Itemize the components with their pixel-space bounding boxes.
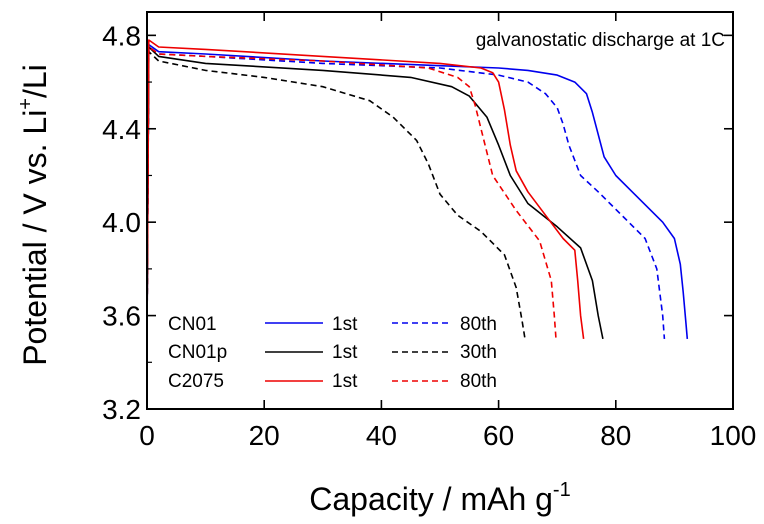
x-tick-label: 100	[710, 420, 757, 451]
legend-sample-cn01p: CN01p	[168, 342, 227, 363]
series-line-1	[146, 46, 666, 339]
chart-annotation: galvanostatic discharge at 1C	[476, 30, 725, 51]
series-line-0	[146, 43, 689, 339]
series-line-2	[146, 46, 604, 340]
legend-sample-cn01: CN01	[168, 314, 217, 335]
legend-label-cn01p-30th: 30th	[460, 342, 497, 363]
x-tick-label: 40	[366, 420, 397, 451]
y-axis-label: Potential / V vs. Li+/Li	[15, 64, 53, 366]
legend-sample-c2075: C2075	[168, 371, 224, 392]
legend-label-c2075-80th: 80th	[460, 371, 497, 392]
y-axis-label-post: /Li	[17, 64, 53, 98]
series-line-5	[146, 46, 557, 339]
series-line-3	[146, 50, 526, 340]
axis-ticks: 0 20 40 60 80 100 3.2 3.6 4.0 4.4 4.8	[102, 12, 756, 451]
y-tick-label: 4.8	[102, 20, 141, 51]
x-tick-label: 60	[483, 420, 514, 451]
legend-label-cn01-80th: 80th	[460, 314, 497, 335]
y-tick-label: 3.2	[102, 394, 141, 425]
plot-lines	[146, 39, 689, 340]
legend-label-c2075-1st: 1st	[332, 371, 358, 392]
x-axis-label-sup: -1	[553, 479, 571, 501]
plot-frame	[146, 11, 734, 410]
x-tick-label: 0	[139, 420, 155, 451]
x-tick-label: 80	[600, 420, 631, 451]
y-tick-label: 4.0	[102, 207, 141, 238]
y-axis-label-pre: Potential / V vs. Li	[17, 110, 53, 366]
series-line-4	[146, 39, 585, 340]
legend: CN01 1st 80th CN01p 1st 30th C2075 1st 8…	[168, 314, 497, 392]
x-tick-label: 20	[249, 420, 280, 451]
y-tick-label: 3.6	[102, 301, 141, 332]
y-axis-label-sup: +	[15, 98, 37, 110]
y-tick-label: 4.4	[102, 114, 141, 145]
legend-label-cn01p-1st: 1st	[332, 342, 358, 363]
x-axis-label: Capacity / mAh g-1	[309, 479, 570, 517]
legend-label-cn01-1st: 1st	[332, 314, 358, 335]
x-axis-label-main: Capacity / mAh g	[309, 481, 553, 517]
